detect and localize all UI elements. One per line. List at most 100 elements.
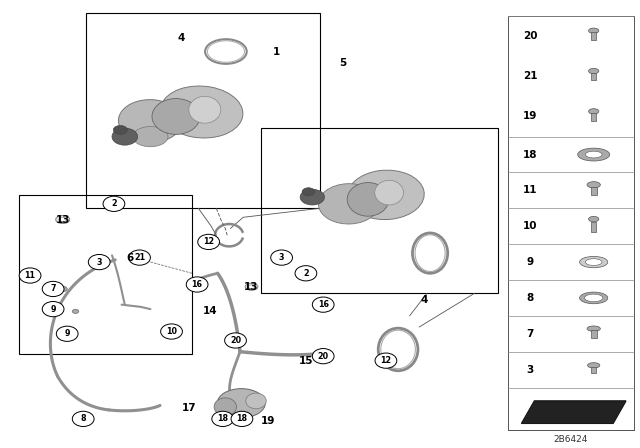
Text: 2: 2 — [111, 199, 116, 208]
Bar — [591, 73, 596, 80]
Ellipse shape — [348, 170, 424, 220]
Circle shape — [42, 302, 64, 317]
Circle shape — [42, 281, 64, 297]
Text: 11: 11 — [523, 185, 538, 195]
Circle shape — [129, 250, 150, 265]
Ellipse shape — [300, 189, 324, 205]
Text: 18: 18 — [523, 150, 538, 159]
Ellipse shape — [152, 99, 200, 134]
Bar — [19, 195, 192, 354]
Ellipse shape — [584, 294, 603, 302]
Ellipse shape — [246, 393, 266, 409]
Ellipse shape — [248, 285, 255, 289]
Text: 19: 19 — [523, 112, 538, 121]
Ellipse shape — [589, 69, 599, 74]
Bar — [591, 187, 596, 195]
Text: 3: 3 — [527, 365, 534, 375]
Circle shape — [198, 234, 220, 250]
Text: 9: 9 — [527, 257, 534, 267]
Text: 12: 12 — [203, 237, 214, 246]
Text: 20: 20 — [523, 31, 538, 41]
Text: 4: 4 — [177, 33, 185, 43]
Bar — [508, 16, 634, 430]
Ellipse shape — [586, 259, 602, 265]
Text: 11: 11 — [24, 271, 36, 280]
Ellipse shape — [586, 151, 602, 158]
Bar — [591, 33, 596, 40]
Text: 18: 18 — [236, 414, 248, 423]
Circle shape — [271, 250, 292, 265]
Circle shape — [312, 297, 334, 312]
Circle shape — [186, 277, 208, 292]
Ellipse shape — [56, 215, 70, 224]
Text: 13: 13 — [244, 282, 259, 292]
Text: 20: 20 — [317, 352, 329, 361]
Ellipse shape — [160, 86, 243, 138]
Text: 3: 3 — [279, 253, 284, 262]
Ellipse shape — [589, 28, 599, 34]
Text: 16: 16 — [191, 280, 203, 289]
Ellipse shape — [113, 125, 127, 134]
Text: 10: 10 — [166, 327, 177, 336]
Ellipse shape — [133, 127, 168, 147]
Text: 7: 7 — [527, 329, 534, 339]
Text: 5: 5 — [339, 58, 346, 68]
Text: 13: 13 — [56, 215, 70, 224]
Ellipse shape — [587, 326, 600, 332]
Text: 14: 14 — [203, 306, 217, 316]
Circle shape — [72, 411, 94, 426]
Circle shape — [225, 333, 246, 348]
Ellipse shape — [589, 109, 599, 114]
Ellipse shape — [118, 99, 182, 142]
Circle shape — [212, 411, 234, 426]
Circle shape — [312, 349, 334, 364]
Ellipse shape — [245, 283, 258, 290]
Ellipse shape — [580, 292, 608, 304]
Ellipse shape — [189, 96, 221, 123]
Circle shape — [295, 266, 317, 281]
Bar — [86, 13, 320, 208]
Text: 17: 17 — [182, 403, 196, 413]
Text: 16: 16 — [317, 300, 329, 309]
Ellipse shape — [192, 280, 202, 285]
Ellipse shape — [580, 256, 608, 268]
Circle shape — [375, 353, 397, 368]
Text: 21: 21 — [134, 253, 145, 262]
Text: 8: 8 — [81, 414, 86, 423]
Ellipse shape — [302, 188, 315, 196]
Text: 6: 6 — [126, 253, 134, 263]
Text: 1: 1 — [273, 47, 280, 56]
Ellipse shape — [588, 363, 600, 368]
Text: 2B6424: 2B6424 — [554, 435, 588, 444]
Ellipse shape — [214, 398, 236, 416]
Bar — [591, 222, 596, 232]
Text: 9: 9 — [65, 329, 70, 338]
Text: 9: 9 — [51, 305, 56, 314]
Ellipse shape — [589, 216, 599, 222]
Ellipse shape — [375, 180, 404, 205]
Text: 20: 20 — [230, 336, 241, 345]
Circle shape — [19, 268, 41, 283]
Text: 8: 8 — [527, 293, 534, 303]
Bar — [591, 367, 596, 373]
Bar — [261, 128, 498, 293]
Bar — [591, 331, 596, 338]
Ellipse shape — [578, 148, 610, 161]
Text: 18: 18 — [217, 414, 228, 423]
Circle shape — [56, 326, 78, 341]
Polygon shape — [522, 401, 626, 423]
Bar — [591, 113, 596, 121]
Ellipse shape — [347, 183, 389, 216]
Circle shape — [231, 411, 253, 426]
Text: 19: 19 — [260, 416, 275, 426]
Ellipse shape — [59, 218, 67, 221]
Ellipse shape — [58, 286, 67, 292]
Text: 7: 7 — [51, 284, 56, 293]
Text: 2: 2 — [303, 269, 308, 278]
Ellipse shape — [587, 181, 600, 188]
Ellipse shape — [319, 184, 379, 224]
Text: 21: 21 — [523, 71, 538, 81]
Ellipse shape — [218, 388, 265, 418]
Text: 4: 4 — [420, 295, 428, 305]
Text: 3: 3 — [97, 258, 102, 267]
